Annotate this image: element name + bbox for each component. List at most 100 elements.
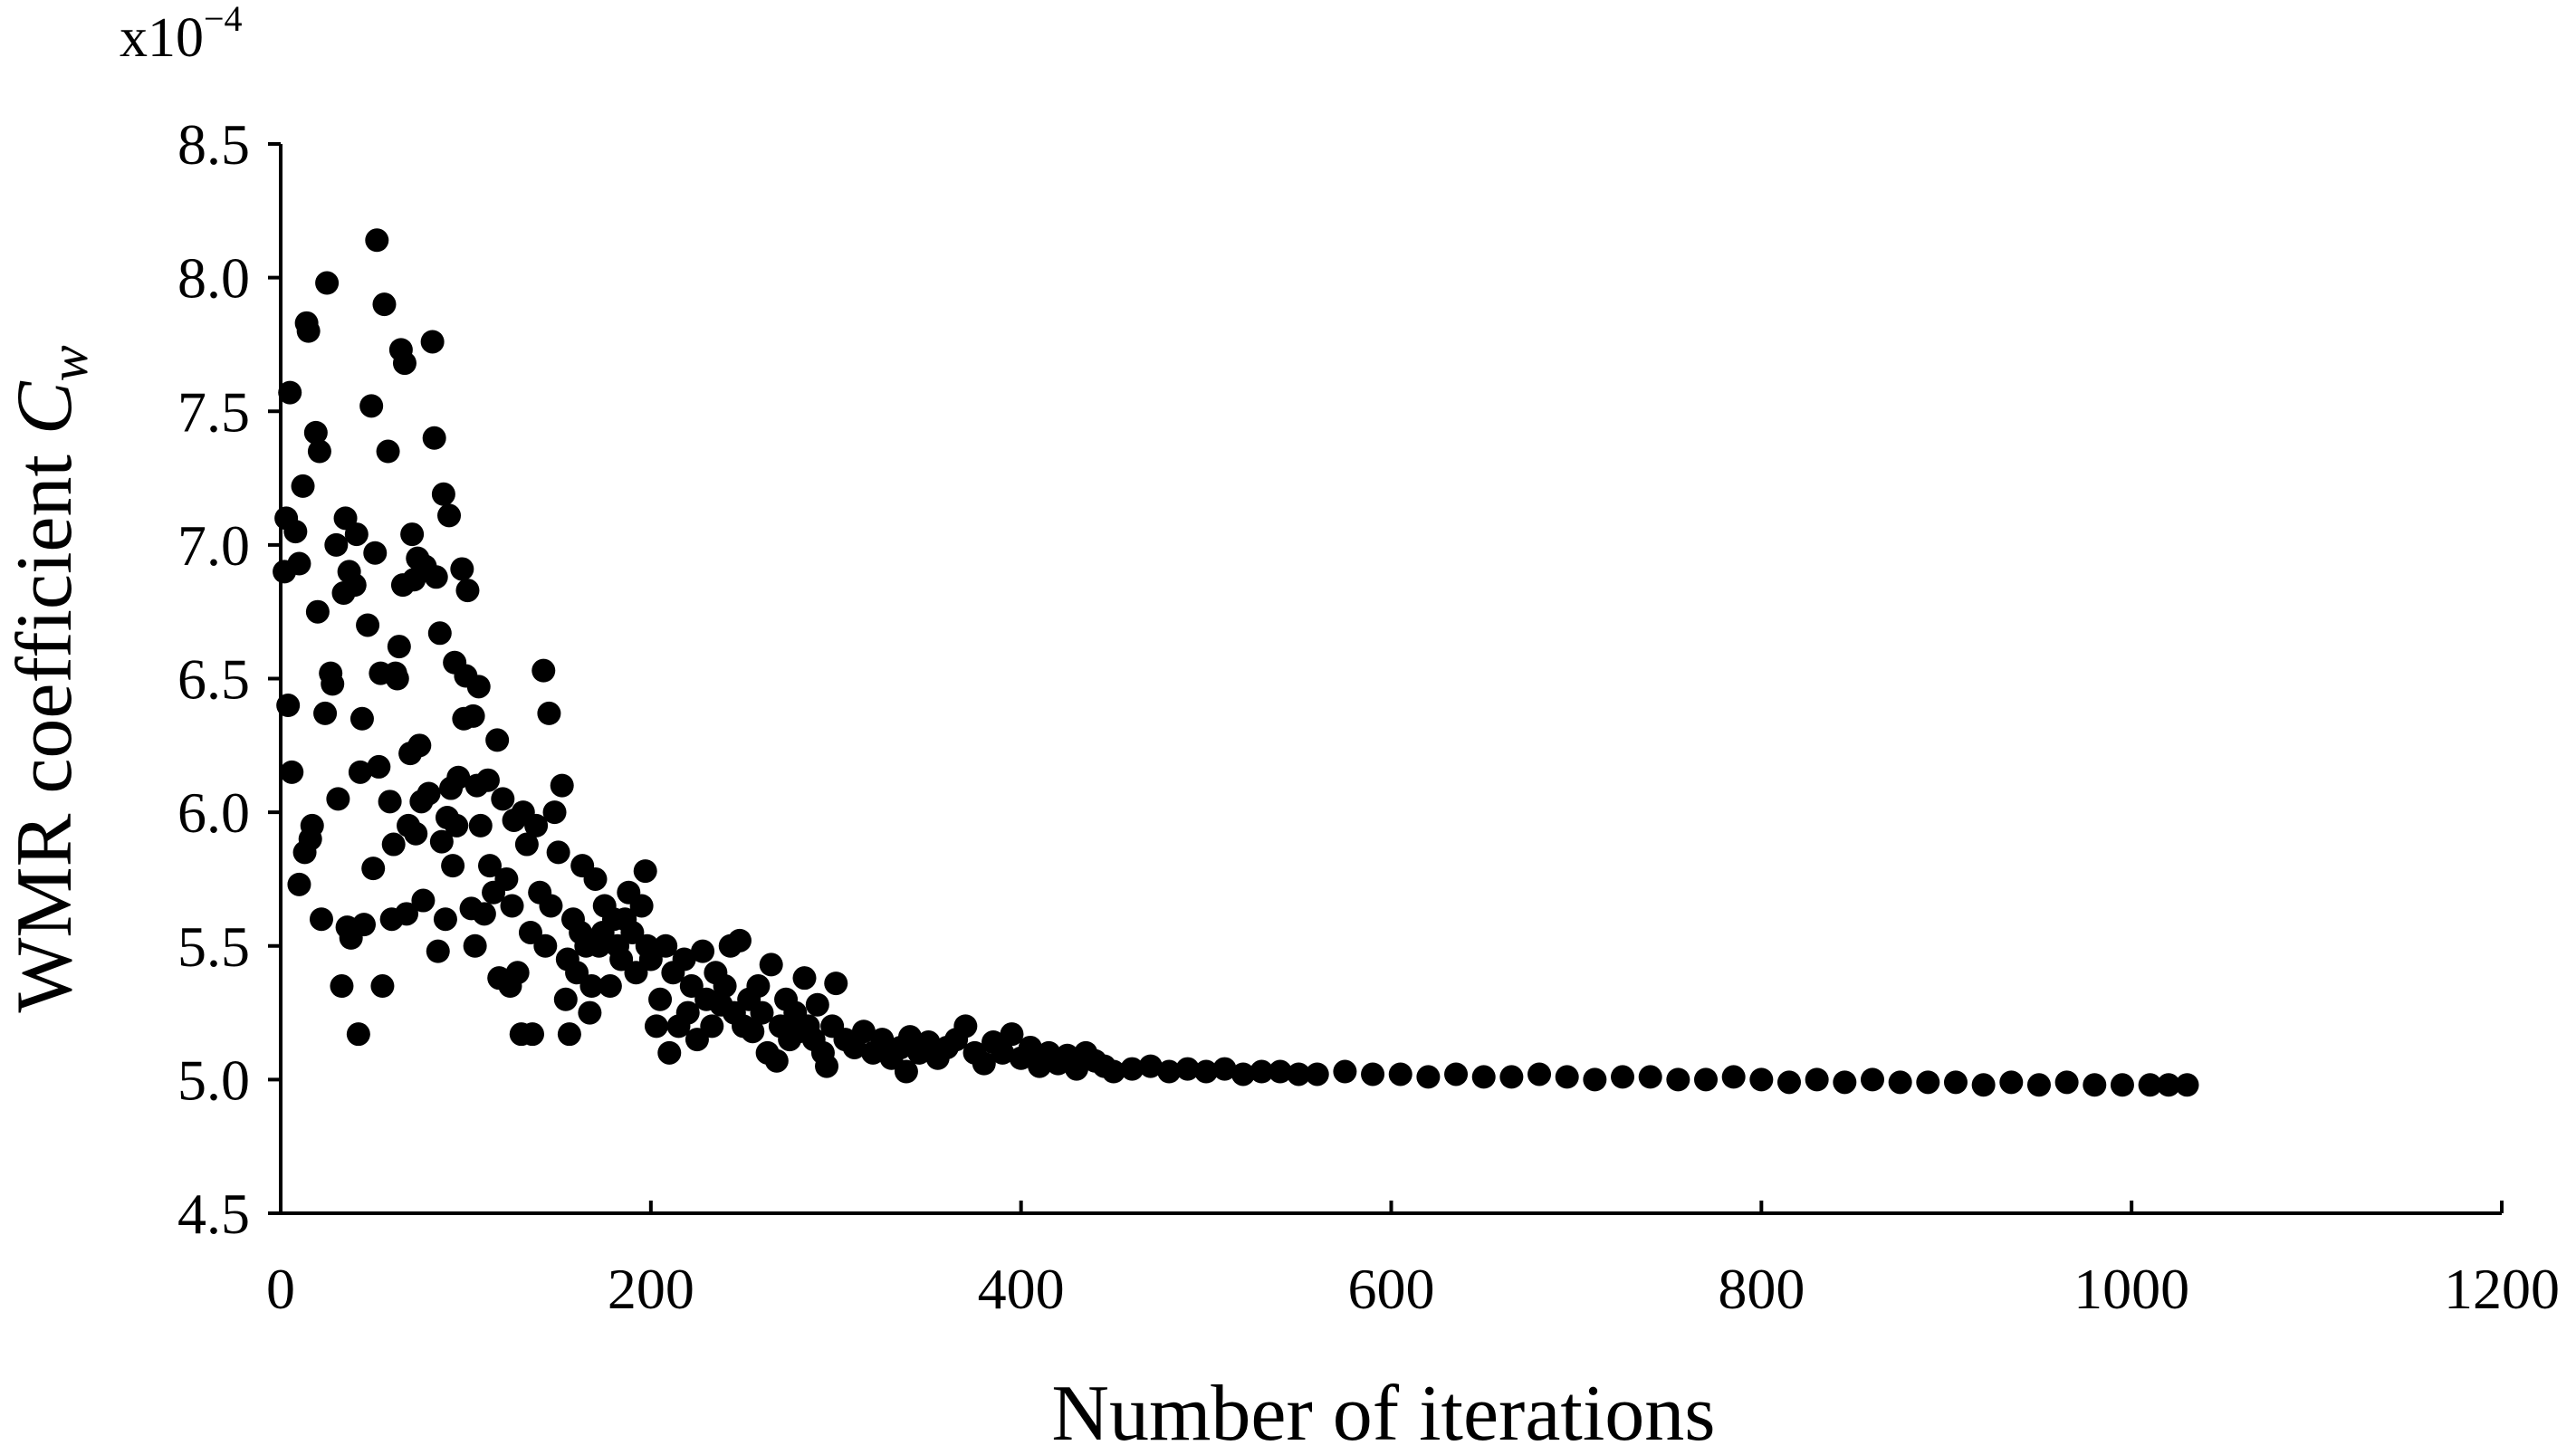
point [407, 733, 432, 758]
point [287, 551, 311, 576]
point [524, 813, 549, 838]
x-tick-label: 200 [608, 1257, 694, 1321]
point [424, 565, 448, 589]
point [1388, 1062, 1412, 1086]
point [1805, 1067, 1829, 1092]
point [429, 829, 454, 854]
point [278, 380, 302, 405]
point [1138, 1054, 1163, 1078]
point [466, 675, 491, 699]
y-axis-title-symbol: C [1, 380, 89, 435]
point [972, 1051, 996, 1076]
point [1776, 1070, 1801, 1095]
y-tick-label: 6.0 [177, 780, 250, 845]
point [1971, 1073, 1996, 1097]
point [485, 728, 510, 752]
point [1888, 1070, 1912, 1095]
point [1305, 1062, 1329, 1086]
point [372, 292, 397, 317]
point [305, 599, 330, 624]
point [351, 913, 376, 937]
point [370, 974, 395, 999]
point [376, 439, 400, 464]
point [539, 894, 563, 918]
point [395, 902, 419, 926]
point [1268, 1059, 1292, 1084]
point [815, 1054, 839, 1078]
point [805, 992, 829, 1017]
point [598, 974, 622, 999]
point [313, 701, 338, 725]
point [321, 672, 345, 696]
point [342, 573, 367, 598]
multiplier: x10−4 [120, 0, 243, 69]
y-tick-label: 7.0 [177, 513, 250, 578]
point [1638, 1065, 1662, 1089]
point [296, 319, 321, 343]
point [400, 522, 425, 547]
point [579, 974, 604, 999]
point [533, 933, 558, 958]
x-tick-label: 800 [1718, 1257, 1805, 1321]
point [1333, 1059, 1357, 1084]
point [420, 330, 445, 354]
point [276, 694, 301, 718]
point [431, 482, 455, 506]
point [1175, 1057, 1200, 1081]
point [1287, 1062, 1311, 1086]
point [1583, 1067, 1607, 1092]
point [691, 939, 715, 963]
point [1212, 1057, 1237, 1081]
point [1444, 1062, 1469, 1086]
point [283, 520, 308, 544]
point [494, 866, 519, 891]
point [546, 840, 570, 865]
point [287, 872, 311, 896]
point [557, 1022, 581, 1047]
y-tick-label: 8.5 [177, 112, 250, 177]
point [303, 420, 328, 445]
y-tick-label: 7.5 [177, 379, 250, 444]
x-tick-label: 400 [978, 1257, 1065, 1321]
point [583, 866, 608, 891]
point [1499, 1065, 1524, 1089]
point [1120, 1057, 1144, 1081]
y-axis-title-subscript: w [39, 345, 99, 381]
point [315, 271, 340, 295]
point [1231, 1062, 1255, 1086]
point [792, 966, 817, 991]
point [324, 532, 349, 557]
point [359, 394, 384, 418]
point [1416, 1065, 1441, 1089]
point [1833, 1070, 1857, 1095]
x-tick-label: 1000 [2073, 1257, 2189, 1321]
point [491, 787, 515, 811]
point [654, 933, 678, 958]
point [1749, 1067, 1774, 1092]
point [2110, 1073, 2134, 1097]
point [477, 854, 502, 878]
y-tick-label: 4.5 [177, 1182, 250, 1246]
point [387, 635, 411, 659]
x-tick-label: 1200 [2444, 1257, 2560, 1321]
point [1101, 1059, 1125, 1084]
point [1018, 1035, 1042, 1059]
point [2083, 1073, 2107, 1097]
point [365, 228, 389, 253]
point [468, 813, 493, 838]
point [750, 1000, 774, 1025]
point [675, 1000, 700, 1025]
point [461, 704, 485, 728]
point [309, 907, 333, 932]
point [851, 1019, 876, 1044]
point [1555, 1065, 1579, 1089]
point [344, 522, 369, 547]
point [326, 787, 350, 811]
point [330, 974, 354, 999]
point [1611, 1065, 1635, 1089]
y-tick-label: 5.0 [177, 1048, 250, 1112]
point [531, 658, 556, 683]
point [346, 1022, 370, 1047]
point [356, 613, 380, 637]
